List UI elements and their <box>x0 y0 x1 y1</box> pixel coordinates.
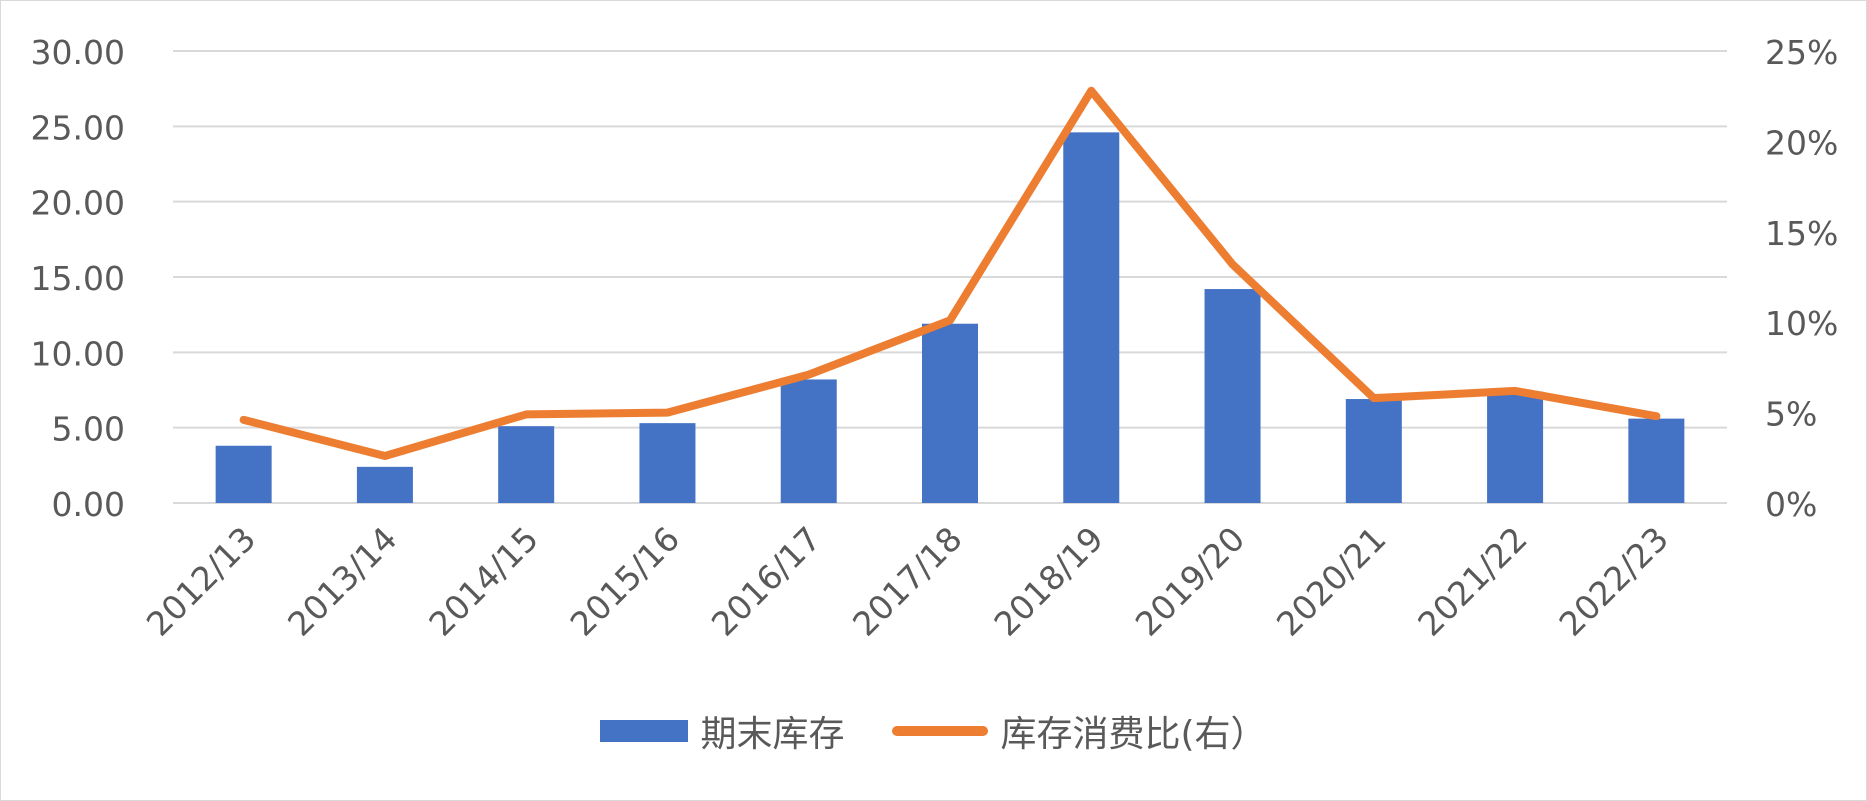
bar <box>215 445 272 503</box>
bar <box>1204 289 1261 503</box>
bar <box>922 323 978 503</box>
x-tick-label: 2012/13 <box>139 519 264 644</box>
bar <box>1487 391 1544 503</box>
legend-swatch-line <box>892 726 989 736</box>
x-tick-label: 2015/16 <box>563 519 688 644</box>
bar <box>639 423 696 503</box>
y-left-tick-label: 5.00 <box>52 410 125 449</box>
combo-chart: 0.00 5.00 10.00 15.00 20.00 25.00 30.00 0% 5% 10%… <box>31 33 1839 644</box>
bar <box>1345 399 1402 503</box>
y-right-tick-label: 10% <box>1765 304 1838 343</box>
x-tick-label: 2018/19 <box>986 519 1111 644</box>
legend-label-inventory: 期末库存 <box>700 714 845 755</box>
y-left-tick-label: 0.00 <box>52 485 125 524</box>
x-tick-label: 2020/21 <box>1269 519 1394 644</box>
bar <box>356 466 413 503</box>
y-right-tick-label: 15% <box>1765 214 1838 253</box>
x-tick-label: 2016/17 <box>704 519 829 644</box>
bar <box>1628 418 1685 503</box>
y-left-tick-label: 10.00 <box>31 334 125 373</box>
x-tick-label: 2017/18 <box>845 519 970 644</box>
y-left-tick-label: 30.00 <box>31 33 125 72</box>
y-left-tick-label: 15.00 <box>31 259 125 298</box>
legend-swatch-bar <box>600 720 689 742</box>
y-right-tick-label: 20% <box>1765 123 1838 162</box>
bar <box>1063 132 1120 504</box>
legend: 期末库存 库存消费比(右） <box>0 705 1867 757</box>
series-line-ratio <box>239 86 1661 460</box>
x-tick-label: 2013/14 <box>280 519 405 644</box>
legend-item-inventory: 期末库存 <box>600 705 844 757</box>
legend-item-ratio: 库存消费比(右） <box>892 705 1267 757</box>
y-left-tick-label: 20.00 <box>31 184 125 223</box>
legend-label-ratio: 库存消费比(右） <box>1000 714 1267 755</box>
x-tick-label: 2014/15 <box>421 519 546 644</box>
y-right-tick-label: 5% <box>1765 395 1817 434</box>
x-tick-label: 2022/23 <box>1552 519 1677 644</box>
y-right-tick-label: 0% <box>1765 485 1817 524</box>
y-right-tick-label: 25% <box>1765 33 1838 72</box>
x-tick-label: 2021/22 <box>1410 519 1535 644</box>
bar <box>498 426 555 503</box>
y-left-tick-label: 25.00 <box>31 108 125 147</box>
x-tick-label: 2019/20 <box>1128 519 1253 644</box>
bar <box>780 379 837 503</box>
